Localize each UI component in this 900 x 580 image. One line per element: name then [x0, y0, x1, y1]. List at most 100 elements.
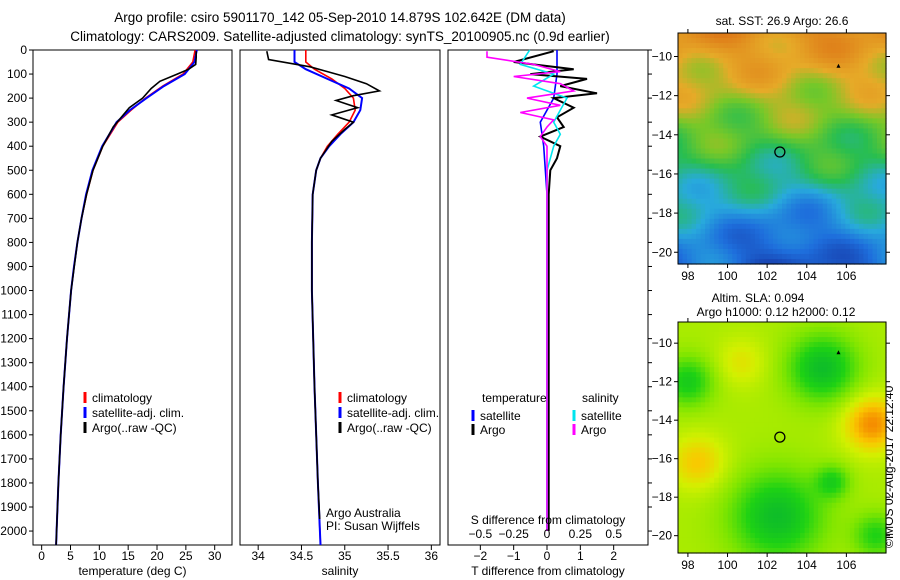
map-cell: [881, 472, 887, 479]
map-cell: [763, 243, 770, 250]
map-cell: [849, 467, 855, 474]
map-cell: [881, 342, 887, 348]
map-cell: [800, 412, 806, 419]
map-cell: [741, 407, 747, 413]
map-cell: [827, 502, 833, 509]
map-cell: [700, 462, 706, 469]
map-cell: [786, 148, 792, 155]
map-cell: [854, 158, 860, 165]
map-cell: [867, 168, 874, 175]
map-cell: [876, 33, 883, 39]
map-cell: [727, 322, 733, 328]
map-cell: [786, 128, 792, 135]
map-cell: [822, 442, 828, 449]
map-cell: [763, 93, 770, 99]
map-cell: [800, 228, 806, 235]
map-cell: [678, 472, 684, 479]
map-cell: [782, 492, 788, 499]
map-cell: [696, 547, 702, 554]
map-cell: [822, 218, 828, 225]
map-cell: [813, 387, 819, 393]
map-cell: [723, 532, 729, 539]
map-cell: [687, 68, 693, 74]
map-cell: [822, 198, 828, 205]
map-cell: [736, 517, 742, 524]
map-cell: [831, 462, 837, 469]
map-cell: [831, 108, 837, 114]
map-cell: [723, 497, 729, 504]
map-cell: [782, 143, 788, 150]
map-cell: [678, 412, 684, 419]
map-cell: [696, 98, 702, 104]
annotation-text: Argo Australia: [326, 506, 401, 520]
map-cell: [741, 517, 747, 524]
map-cell: [863, 437, 869, 444]
map-cell: [682, 512, 688, 519]
map-cell: [854, 342, 860, 348]
map-cell: [718, 253, 724, 260]
map-cell: [718, 392, 724, 398]
map-cell: [732, 78, 738, 84]
title-line-2: Climatology: CARS2009. Satellite-adjuste…: [70, 29, 610, 44]
map-cell: [804, 457, 810, 464]
map-cell: [795, 133, 801, 140]
map-cell: [782, 527, 788, 534]
map-cell: [777, 422, 783, 429]
map-cell: [714, 128, 720, 135]
map-cell: [809, 138, 815, 145]
map-cell: [687, 322, 693, 328]
map-cell: [777, 512, 783, 519]
map-cell: [700, 183, 706, 190]
map-cell: [791, 108, 797, 114]
map-cell: [881, 367, 887, 373]
map-cell: [709, 547, 715, 554]
map-cell: [845, 178, 851, 185]
map-cell: [782, 347, 788, 353]
map-cell: [745, 507, 751, 514]
map-cell: [741, 148, 747, 155]
map-cell: [718, 347, 724, 353]
map-cell: [768, 113, 774, 119]
map-cell: [782, 213, 788, 220]
map-cell: [836, 153, 842, 160]
map-cell: [867, 482, 874, 489]
map-cell: [791, 547, 797, 554]
map-cell: [687, 502, 693, 509]
map-cell: [863, 63, 869, 69]
x-tick-label: 10: [93, 549, 107, 563]
map-cell: [754, 108, 760, 114]
map-cell: [786, 522, 792, 529]
map-cell: [786, 208, 792, 215]
map-cell: [854, 337, 860, 343]
map-cell: [840, 467, 846, 474]
map-cell: [718, 507, 724, 514]
map-cell: [754, 502, 760, 509]
map-cell: [800, 477, 806, 484]
map-cell: [705, 213, 711, 220]
x2-axis-label: S difference from climatology: [471, 513, 626, 527]
map-cell: [858, 357, 864, 363]
map-cell: [759, 168, 765, 175]
map-cell: [809, 218, 815, 225]
map-cell: [678, 118, 684, 124]
map-cell: [732, 168, 738, 175]
map-cell: [727, 228, 733, 235]
map-cell: [759, 512, 765, 519]
map-cell: [840, 253, 846, 260]
map-cell: [872, 173, 878, 180]
map-cell: [723, 402, 729, 408]
map-cell: [732, 228, 738, 235]
map-cell: [682, 452, 688, 459]
map-cell: [795, 248, 801, 255]
map-cell: [786, 203, 792, 210]
map-cell: [678, 437, 684, 444]
map-cell: [872, 497, 878, 504]
map-cell: [691, 432, 697, 439]
map-cell: [791, 487, 797, 494]
map-cell: [863, 68, 869, 74]
map-cell: [872, 517, 878, 524]
map-cell: [782, 422, 788, 429]
map-cell: [809, 502, 815, 509]
map-cell: [709, 183, 715, 190]
map-cell: [849, 327, 855, 333]
